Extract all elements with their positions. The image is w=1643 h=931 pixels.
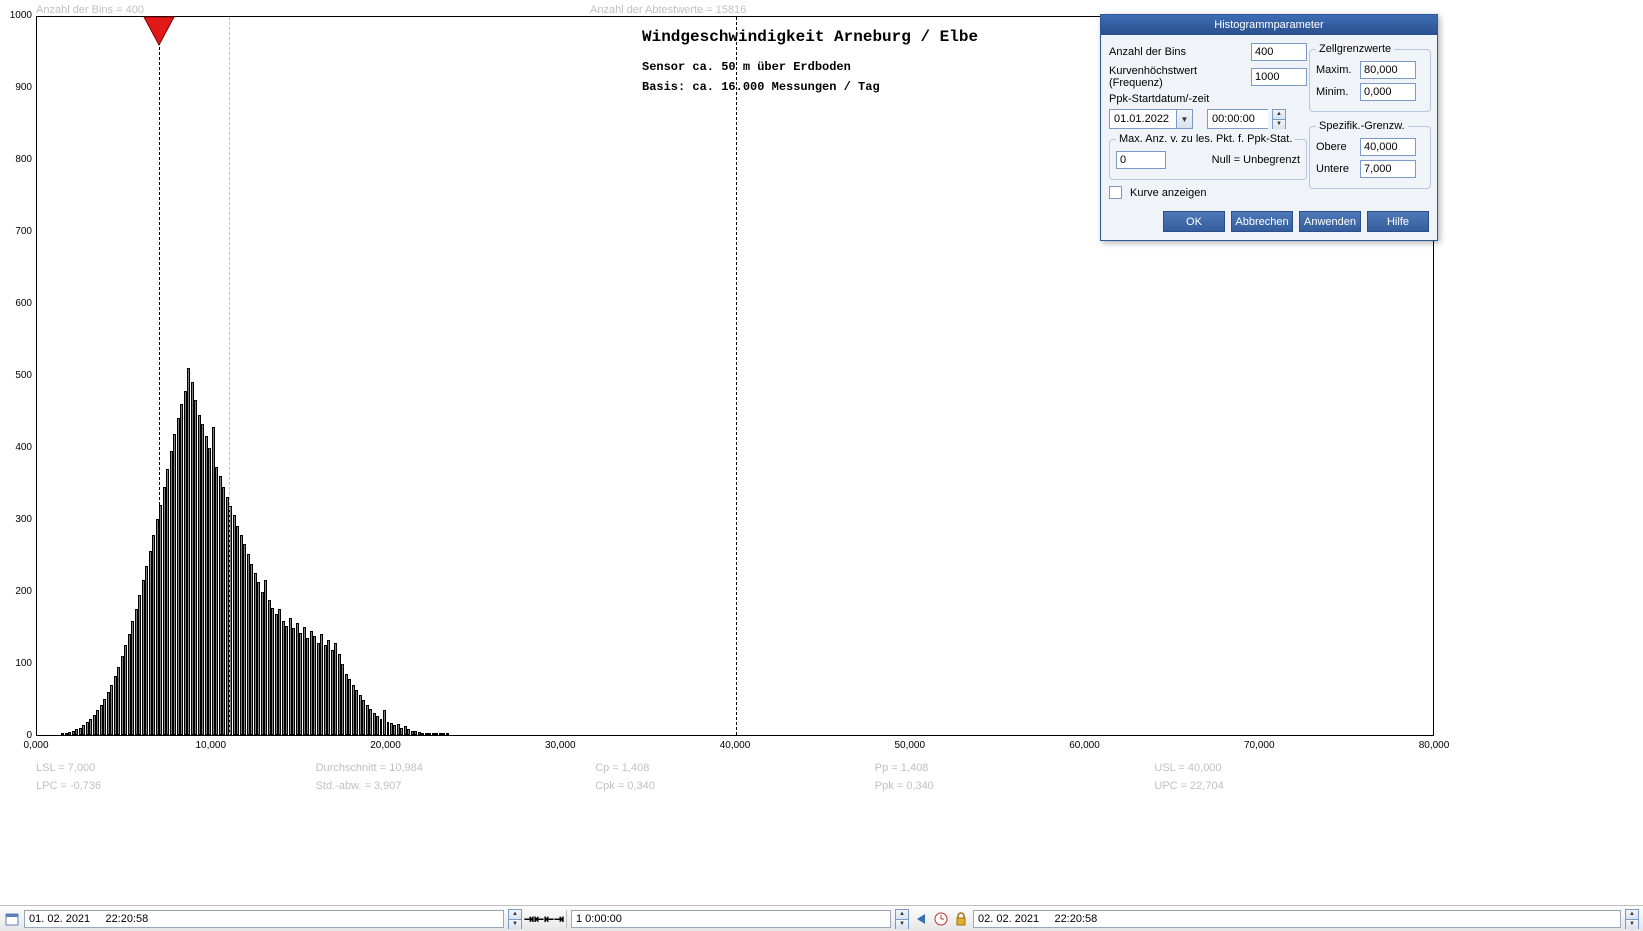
stat-pp: Pp = 1,408 bbox=[875, 762, 1155, 774]
spec-upper-input[interactable] bbox=[1360, 138, 1416, 156]
stat-lsl: LSL = 7,000 bbox=[36, 762, 316, 774]
freq-input[interactable] bbox=[1251, 68, 1307, 86]
stat-cpk: Cpk = 0,340 bbox=[595, 780, 875, 792]
bins-input[interactable] bbox=[1251, 43, 1307, 61]
min-label: Minim. bbox=[1316, 86, 1356, 98]
chart-subtitle-1: Sensor ca. 50 m über Erdboden bbox=[642, 60, 851, 74]
y-tick-label: 400 bbox=[8, 442, 32, 453]
x-tick-label: 60,000 bbox=[1055, 740, 1115, 751]
y-tick-label: 100 bbox=[8, 658, 32, 669]
freq-label: Kurvenhöchstwert (Frequenz) bbox=[1109, 65, 1247, 89]
spec-limits-legend: Spezifik.-Grenzw. bbox=[1316, 120, 1408, 132]
cell-min-input[interactable] bbox=[1360, 83, 1416, 101]
x-tick-label: 10,000 bbox=[181, 740, 241, 751]
top-bins-label: Anzahl der Bins = 400 bbox=[36, 4, 144, 16]
x-tick-label: 20,000 bbox=[356, 740, 416, 751]
null-unlimited-label: Null = Unbegrenzt bbox=[1170, 154, 1300, 166]
chart-subtitle-2: Basis: ca. 16.000 Messungen / Tag bbox=[642, 80, 880, 94]
curve-checkbox[interactable] bbox=[1109, 186, 1122, 199]
x-tick-label: 80,000 bbox=[1404, 740, 1464, 751]
max-points-group: Max. Anz. v. zu les. Pkt. f. Ppk-Stat. N… bbox=[1109, 133, 1307, 180]
stats-row-2: LPC = -0,736 Std.-abw. = 3,907 Cpk = 0,3… bbox=[36, 780, 1434, 792]
dialog-title: Histogrammparameter bbox=[1101, 15, 1437, 35]
duration-input[interactable] bbox=[571, 910, 891, 928]
top-samples-label: Anzahl der Abtestwerte = 15816 bbox=[590, 4, 746, 16]
y-tick-label: 900 bbox=[8, 82, 32, 93]
end-time-spinner[interactable]: ▲▼ bbox=[1625, 909, 1639, 929]
stat-lpc: LPC = -0,736 bbox=[36, 780, 316, 792]
ppk-date-input[interactable] bbox=[1110, 110, 1176, 128]
clock-icon[interactable] bbox=[933, 911, 949, 927]
stat-cp: Cp = 1,408 bbox=[595, 762, 875, 774]
spec-limits-group: Spezifik.-Grenzw. Obere Untere bbox=[1309, 120, 1431, 189]
x-tick-label: 30,000 bbox=[530, 740, 590, 751]
ppk-time-field[interactable] bbox=[1207, 109, 1268, 129]
x-tick-label: 70,000 bbox=[1229, 740, 1289, 751]
stat-ppk: Ppk = 0,340 bbox=[875, 780, 1155, 792]
ok-button[interactable]: OK bbox=[1163, 211, 1225, 232]
previous-icon[interactable] bbox=[913, 911, 929, 927]
zoom-in-icon[interactable]: ⇥⇤ bbox=[526, 911, 542, 927]
start-time-input[interactable] bbox=[24, 910, 504, 928]
max-label: Maxim. bbox=[1316, 64, 1356, 76]
percentile-line bbox=[229, 17, 230, 735]
usl-line bbox=[736, 17, 737, 735]
max-points-legend: Max. Anz. v. zu les. Pkt. f. Ppk-Stat. bbox=[1116, 133, 1295, 145]
chart-title: Windgeschwindigkeit Arneburg / Elbe bbox=[642, 28, 978, 46]
stat-std: Std.-abw. = 3,907 bbox=[316, 780, 596, 792]
cell-limits-legend: Zellgrenzwerte bbox=[1316, 43, 1394, 55]
y-tick-label: 600 bbox=[8, 298, 32, 309]
lock-icon[interactable] bbox=[953, 911, 969, 927]
y-tick-label: 800 bbox=[8, 154, 32, 165]
max-points-input[interactable] bbox=[1116, 151, 1166, 169]
y-tick-label: 1000 bbox=[8, 10, 32, 21]
stat-avg: Durchschnitt = 10,984 bbox=[316, 762, 596, 774]
ppk-time-input[interactable] bbox=[1208, 110, 1268, 128]
ppk-date-label: Ppk-Startdatum/-zeit bbox=[1109, 93, 1307, 105]
bins-label: Anzahl der Bins bbox=[1109, 46, 1247, 58]
upper-label: Obere bbox=[1316, 141, 1356, 153]
help-button[interactable]: Hilfe bbox=[1367, 211, 1429, 232]
x-tick-label: 0,000 bbox=[6, 740, 66, 751]
stat-usl: USL = 40,000 bbox=[1154, 762, 1434, 774]
y-tick-label: 300 bbox=[8, 514, 32, 525]
stats-row-1: LSL = 7,000 Durchschnitt = 10,984 Cp = 1… bbox=[36, 762, 1434, 774]
x-tick-label: 40,000 bbox=[705, 740, 765, 751]
curve-label: Kurve anzeigen bbox=[1130, 187, 1206, 199]
ppk-date-combo[interactable]: ▼ bbox=[1109, 109, 1193, 129]
lsl-marker-icon bbox=[142, 15, 176, 49]
chevron-down-icon[interactable]: ▼ bbox=[1176, 110, 1192, 128]
cell-max-input[interactable] bbox=[1360, 61, 1416, 79]
duration-spinner[interactable]: ▲▼ bbox=[895, 909, 909, 929]
spec-lower-input[interactable] bbox=[1360, 160, 1416, 178]
end-time-input[interactable] bbox=[973, 910, 1621, 928]
histogram-bar bbox=[446, 733, 449, 735]
histogram-params-dialog: Histogrammparameter Anzahl der Bins Kurv… bbox=[1100, 14, 1438, 241]
y-tick-label: 700 bbox=[8, 226, 32, 237]
lsl-line bbox=[159, 17, 160, 735]
x-tick-label: 50,000 bbox=[880, 740, 940, 751]
lower-label: Untere bbox=[1316, 163, 1356, 175]
calendar-icon[interactable] bbox=[4, 911, 20, 927]
start-time-spinner[interactable]: ▲▼ bbox=[508, 909, 522, 929]
zoom-out-icon[interactable]: ⇤⇥ bbox=[546, 911, 562, 927]
time-navigation-bar: ▲▼ ⇥⇤ ⇤⇥ ▲▼ ▲▼ bbox=[0, 905, 1643, 931]
time-spinner[interactable]: ▲▼ bbox=[1272, 109, 1286, 129]
cell-limits-group: Zellgrenzwerte Maxim. Minim. bbox=[1309, 43, 1431, 112]
y-tick-label: 500 bbox=[8, 370, 32, 381]
y-tick-label: 200 bbox=[8, 586, 32, 597]
cancel-button[interactable]: Abbrechen bbox=[1231, 211, 1293, 232]
stat-upc: UPC = 22,704 bbox=[1154, 780, 1434, 792]
apply-button[interactable]: Anwenden bbox=[1299, 211, 1361, 232]
